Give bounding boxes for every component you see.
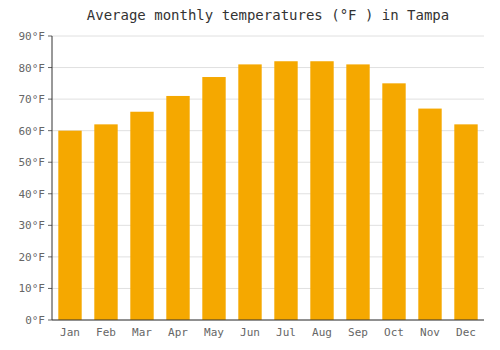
bar: [454, 124, 477, 320]
grid: [52, 36, 484, 320]
x-tick-label: Feb: [96, 326, 116, 339]
x-tick-label: Jul: [276, 326, 296, 339]
bar: [310, 61, 333, 320]
y-tick-label: 80°F: [19, 62, 46, 75]
y-tick-label: 30°F: [19, 219, 46, 232]
bar: [94, 124, 117, 320]
bar: [202, 77, 225, 320]
y-tick-label: 10°F: [19, 282, 46, 295]
x-tick-label: Nov: [420, 326, 440, 339]
y-tick-label: 50°F: [19, 156, 46, 169]
grid-line: [52, 320, 484, 321]
y-tick-label: 40°F: [19, 188, 46, 201]
y-tick: [48, 320, 52, 321]
y-tick: [48, 193, 52, 194]
x-tick-label: Jan: [60, 326, 80, 339]
y-tick-label: 90°F: [19, 30, 46, 43]
y-axis-line: [52, 36, 53, 320]
grid-line: [52, 36, 484, 37]
y-tick-label: 20°F: [19, 251, 46, 264]
x-tick-label: May: [204, 326, 224, 339]
grid-line: [52, 67, 484, 68]
chart-title: Average monthly temperatures (°F ) in Ta…: [87, 7, 449, 23]
y-tick: [48, 99, 52, 100]
bar: [274, 61, 297, 320]
y-tick: [48, 130, 52, 131]
y-tick: [48, 162, 52, 163]
x-tick-label: Jun: [240, 326, 260, 339]
y-tick: [48, 256, 52, 257]
y-axis: 0°F 10°F 20°F 30°F 40°F 50°F 60°F 70°F 80°F 90°F: [19, 30, 53, 327]
x-tick-label: Aug: [312, 326, 332, 339]
y-tick-label: 70°F: [19, 93, 46, 106]
x-tick-label: Mar: [132, 326, 152, 339]
x-tick-label: Sep: [348, 326, 368, 339]
x-axis: Jan Feb Mar Apr May Jun Jul Aug Sep Oct Nov Dec: [60, 326, 476, 339]
bar: [382, 83, 405, 320]
y-tick: [48, 36, 52, 37]
y-tick: [48, 67, 52, 68]
y-tick-label: 60°F: [19, 125, 46, 138]
bar: [166, 96, 189, 320]
bars: [58, 61, 477, 320]
bar: [238, 64, 261, 320]
x-tick-label: Oct: [384, 326, 404, 339]
bar: [346, 64, 369, 320]
y-tick-label: 0°F: [25, 314, 45, 327]
chart-svg: Average monthly temperatures (°F ) in Ta…: [0, 0, 500, 350]
y-tick: [48, 225, 52, 226]
grid-line: [52, 99, 484, 100]
y-tick: [48, 288, 52, 289]
bar: [58, 131, 81, 320]
chart-container: Average monthly temperatures (°F ) in Ta…: [0, 0, 500, 350]
x-tick-label: Dec: [456, 326, 476, 339]
bar: [130, 112, 153, 320]
x-axis-line: [52, 320, 484, 321]
x-tick-label: Apr: [168, 326, 188, 339]
bar: [418, 109, 441, 320]
